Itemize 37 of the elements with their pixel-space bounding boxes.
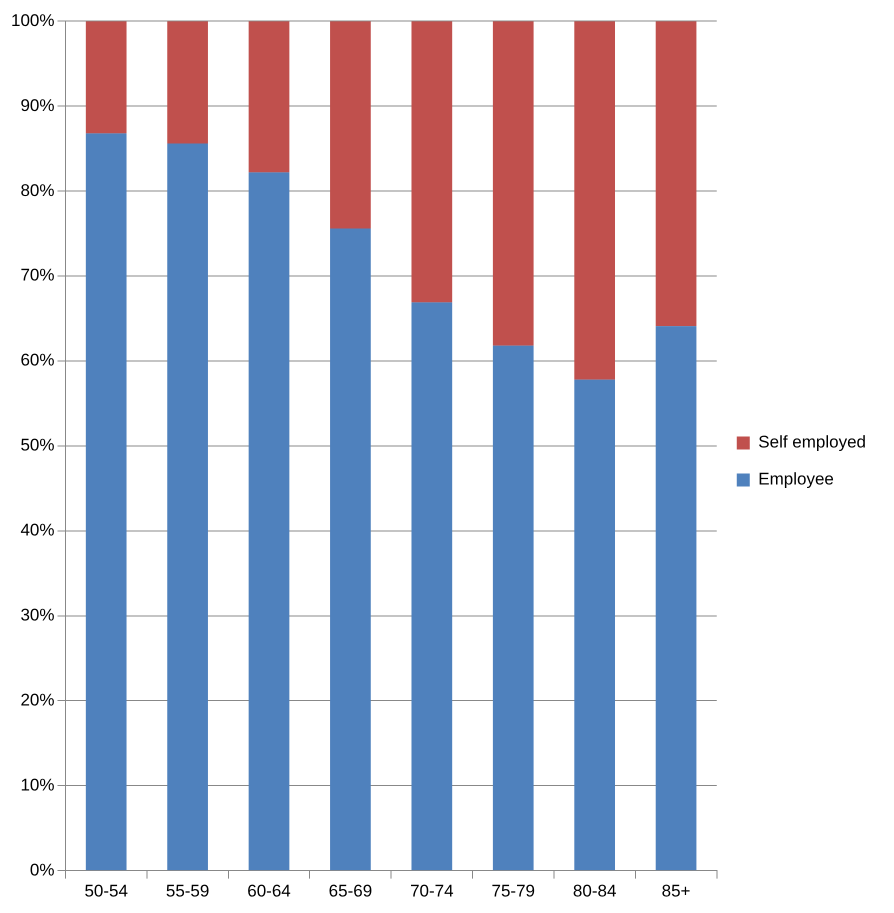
y-tick-label: 80% [20, 180, 54, 200]
x-tick-label: 85+ [662, 881, 691, 900]
x-tick-label: 60-64 [247, 881, 291, 900]
y-tick-label: 50% [20, 436, 54, 455]
x-tick-label: 70-74 [410, 881, 454, 900]
x-tick-label: 55-59 [166, 881, 210, 900]
bar [492, 346, 534, 870]
x-tick-label: 50-54 [84, 881, 128, 900]
y-tick-label: 90% [20, 96, 54, 115]
bar [167, 21, 208, 144]
bar [167, 144, 208, 870]
bar [248, 172, 290, 870]
x-tick-label: 75-79 [492, 881, 535, 900]
bar [656, 326, 696, 870]
bar [656, 21, 696, 326]
y-tick-label: 70% [20, 266, 54, 285]
bar [86, 133, 127, 870]
bar [574, 21, 616, 380]
y-tick-label: 40% [20, 520, 54, 540]
y-tick-label: 100% [10, 10, 54, 30]
y-tick-label: 30% [20, 605, 54, 624]
bar [492, 21, 534, 346]
bar [86, 21, 127, 134]
bar [411, 302, 452, 870]
x-tick-label: 65-69 [328, 881, 372, 900]
bar [248, 21, 290, 172]
y-tick-label: 0% [30, 860, 54, 880]
bar [574, 380, 616, 870]
bar [330, 228, 371, 870]
legend-label: Self employed [758, 432, 866, 452]
y-tick-label: 10% [20, 775, 54, 794]
bar [411, 21, 452, 302]
y-tick-label: 20% [20, 690, 54, 710]
bar [330, 21, 371, 228]
legend-label: Employee [758, 470, 834, 489]
y-tick-label: 60% [20, 350, 54, 370]
x-tick-label: 80-84 [572, 881, 616, 900]
